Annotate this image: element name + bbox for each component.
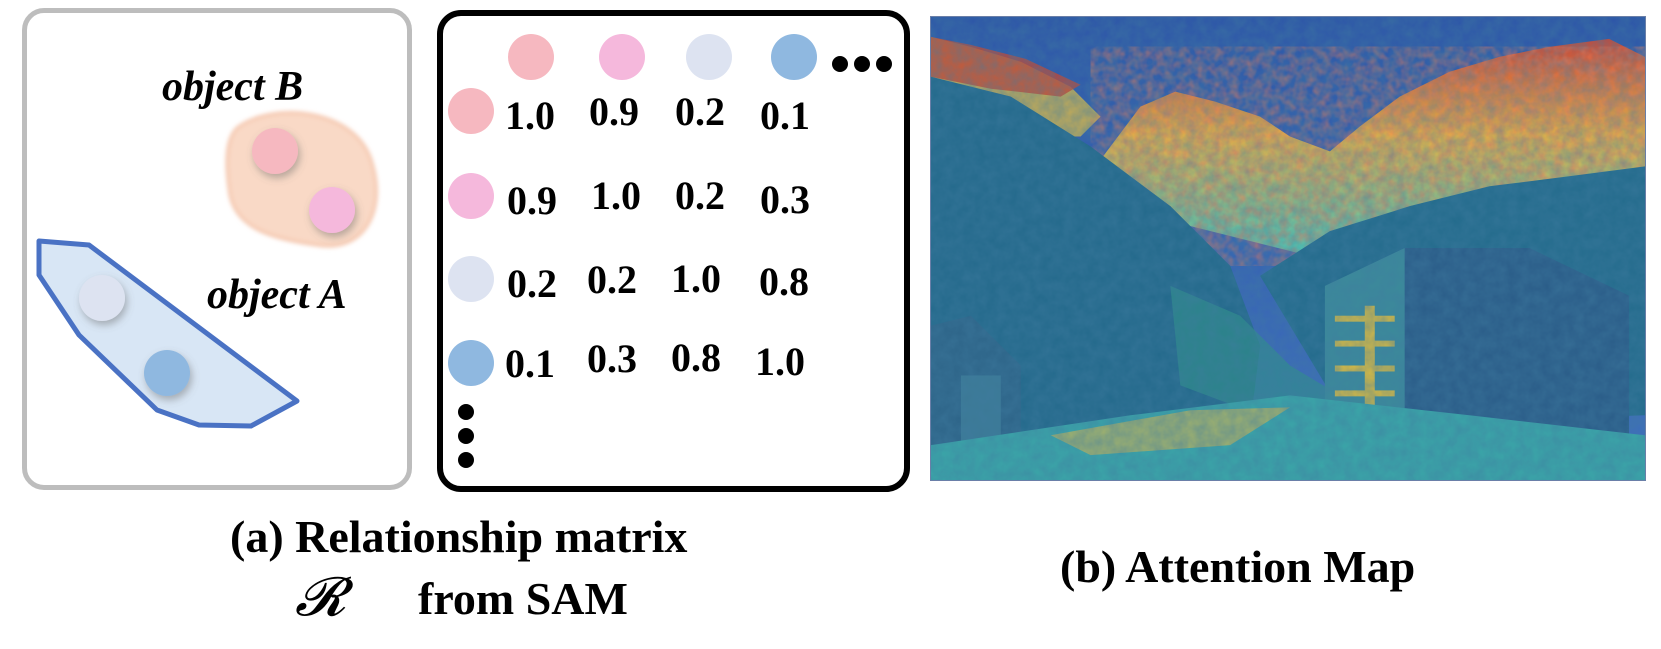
matrix-cell-r4-c4: 1.0 (755, 339, 805, 384)
matrix-cell-r1-c3: 0.2 (675, 89, 725, 134)
object-b-point-2 (309, 187, 355, 233)
object-b-point-1 (252, 128, 298, 174)
object-b-region (225, 111, 378, 248)
caption-a-line2: from SAM (418, 573, 628, 624)
matrix-cell-r4-c3: 0.8 (671, 335, 721, 380)
matrix-cell-r3-c4: 0.8 (759, 259, 809, 304)
matrix-cell-r2-c4: 0.3 (760, 177, 810, 222)
row-ellipsis-dot-3 (458, 452, 474, 468)
column-ellipsis-dot-1 (832, 56, 848, 72)
column-header-dot-2 (599, 34, 645, 80)
object-b-label: object B (162, 64, 304, 110)
matrix-cell-r2-c3: 0.2 (675, 173, 725, 218)
column-header-dot-1 (508, 34, 554, 80)
caption-b: (b) Attention Map (1060, 541, 1416, 592)
object-a-region (36, 238, 300, 429)
scene-panel: object B object A (22, 8, 412, 490)
column-ellipsis-dot-3 (876, 56, 892, 72)
object-a-label: object A (207, 272, 347, 318)
row-ellipsis-dot-1 (458, 404, 474, 420)
matrix-cell-r1-c4: 0.1 (760, 93, 810, 138)
matrix-cell-r2-c2: 1.0 (591, 173, 641, 218)
matrix-cell-r4-c1: 0.1 (505, 341, 555, 386)
column-ellipsis-dot-2 (854, 56, 870, 72)
row-header-dot-3 (448, 256, 494, 302)
caption-a-line1: (a) Relationship matrix (230, 511, 688, 562)
row-header-dot-2 (448, 173, 494, 219)
caption-a-symbol: 𝓡 (295, 565, 346, 628)
object-a-point-1 (79, 275, 125, 321)
attention-map-image (930, 16, 1646, 481)
column-header-dot-4 (771, 34, 817, 80)
row-header-dot-4 (448, 340, 494, 386)
matrix-cell-r3-c2: 0.2 (587, 257, 637, 302)
relationship-matrix-panel: 1.0 0.9 0.2 0.1 0.9 1.0 0.2 0.3 0.2 0.2 … (437, 10, 910, 492)
scene-illustration (36, 111, 378, 429)
matrix-cell-r4-c2: 0.3 (587, 336, 637, 381)
matrix-cell-r3-c3: 1.0 (671, 256, 721, 301)
row-header-dot-1 (448, 88, 494, 134)
row-ellipsis-dot-2 (458, 428, 474, 444)
column-header-dot-3 (686, 34, 732, 80)
matrix-cell-r1-c2: 0.9 (589, 89, 639, 134)
matrix-cell-r3-c1: 0.2 (507, 261, 557, 306)
matrix-cell-r2-c1: 0.9 (507, 178, 557, 223)
matrix-cell-r1-c1: 1.0 (505, 93, 555, 138)
object-a-point-2 (144, 350, 190, 396)
